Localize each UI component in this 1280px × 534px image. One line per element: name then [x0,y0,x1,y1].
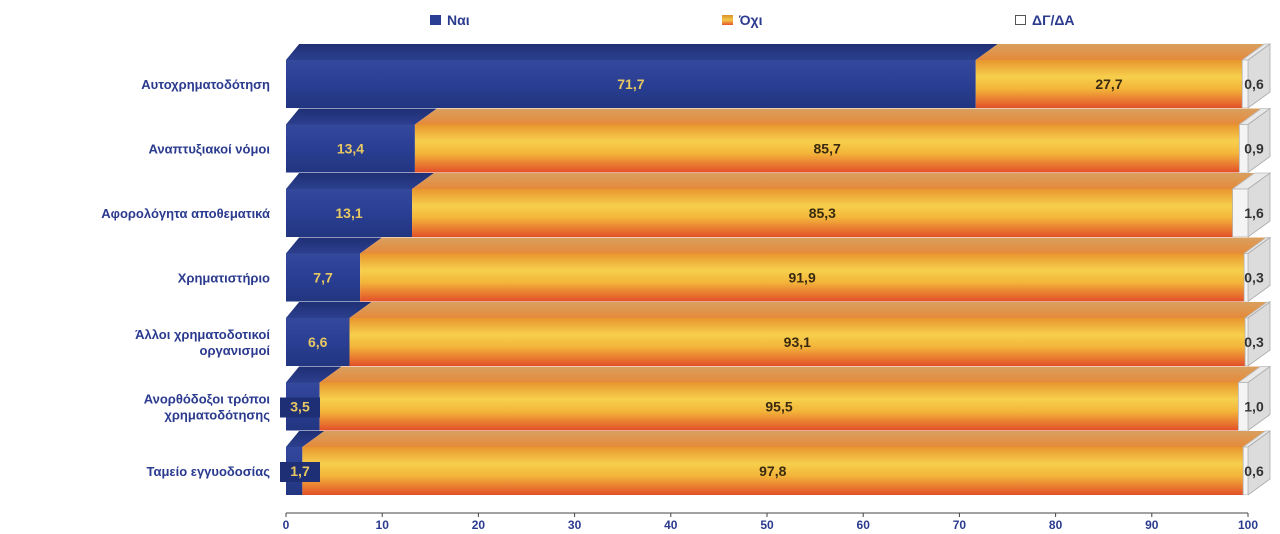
category-label: Αφορολόγητα αποθεματικά [101,206,270,221]
legend-yes-label: Ναι [447,12,470,28]
bar-label-no: 97,8 [759,463,786,479]
bar-label-yes: 3,5 [290,399,310,415]
category-label: Άλλοι χρηματοδοτικοί οργανισμοί [135,327,270,358]
x-tick-label: 20 [472,518,486,529]
x-tick-label: 0 [283,518,290,529]
bar-top-no [360,237,1267,254]
bar-top-no [319,366,1261,383]
bar-segment-yes [286,253,361,302]
category-label: Αυτοχρηματοδότηση [141,77,270,92]
x-tick-label: 80 [1049,518,1063,529]
bar-label-no: 93,1 [784,334,811,350]
bar-top-yes [286,173,435,189]
x-tick-label: 10 [376,518,390,529]
bar-top-no [414,108,1262,125]
bar-label-no: 85,7 [814,141,841,157]
bar-top-no [302,431,1266,447]
bar-top-no [349,302,1268,318]
x-tick-label: 70 [953,518,967,529]
bar-segment-no [412,189,1233,237]
bar-top-no [975,44,1265,60]
bar-label-yes-box [280,397,320,418]
bar-segment-no [319,382,1239,431]
bar-label-na: 1,6 [1244,205,1264,221]
x-tick-label: 30 [568,518,582,529]
category-label: Ταμείο εγγυοδοσίας [147,464,271,479]
bar-label-yes: 6,6 [308,334,328,350]
bar-segment-no [349,318,1246,366]
legend-no-label: Όχι [739,12,763,28]
bar-label-na: 0,3 [1244,270,1264,286]
bar-label-no: 27,7 [1095,76,1122,92]
legend-no: Όχι [722,10,763,30]
bar-top-yes [286,431,325,447]
bar-label-na: 0,6 [1244,76,1264,92]
legend-na-swatch [1015,15,1026,25]
bar-label-na: 0,3 [1244,334,1264,350]
bar-segment-no [414,124,1240,173]
bar-label-na: 1,0 [1244,399,1264,415]
bar-label-yes: 7,7 [313,270,333,286]
bar-label-na: 0,9 [1244,141,1264,157]
x-tick-label: 40 [664,518,678,529]
bar-label-no: 91,9 [788,270,815,286]
legend-yes-swatch [430,15,441,25]
category-label: Ανορθόδοξοι τρόποι χρηματοδότησης [144,392,271,423]
bar-label-yes-box [280,462,320,482]
bar-segment-yes [286,189,413,237]
bar-top-yes [286,44,998,60]
bar-top-yes [286,108,437,125]
category-label: Αναπτυξιακοί νόμοι [148,142,270,157]
bar-label-na: 0,6 [1244,463,1264,479]
bar-label-yes: 71,7 [617,76,644,92]
bar-segment-yes [286,318,350,366]
legend-yes: Ναι [430,10,470,30]
bar-segment-no [360,253,1245,302]
legend-na: ΔΓ/ΔΑ [1015,10,1075,30]
bar-segment-yes [286,124,415,173]
bar-top-yes [286,366,342,383]
bar-top-yes [286,302,372,318]
bar-segment-no [975,60,1243,108]
x-tick-label: 100 [1238,518,1258,529]
bar-label-yes: 1,7 [290,463,310,479]
category-label: Χρηματιστήριο [178,271,270,286]
x-tick-label: 50 [760,518,774,529]
bar-top-no [412,173,1255,189]
legend-no-swatch [722,15,733,25]
bar-top-yes [286,237,383,254]
bar-segment-no [302,447,1244,495]
x-tick-label: 90 [1145,518,1159,529]
legend-na-label: ΔΓ/ΔΑ [1032,12,1075,28]
bar-label-no: 85,3 [809,205,836,221]
bar-label-yes: 13,4 [337,141,364,157]
x-tick-label: 60 [857,518,871,529]
bar-segment-yes [286,60,976,108]
bar-label-no: 95,5 [765,399,792,415]
bar-label-yes: 13,1 [335,205,362,221]
